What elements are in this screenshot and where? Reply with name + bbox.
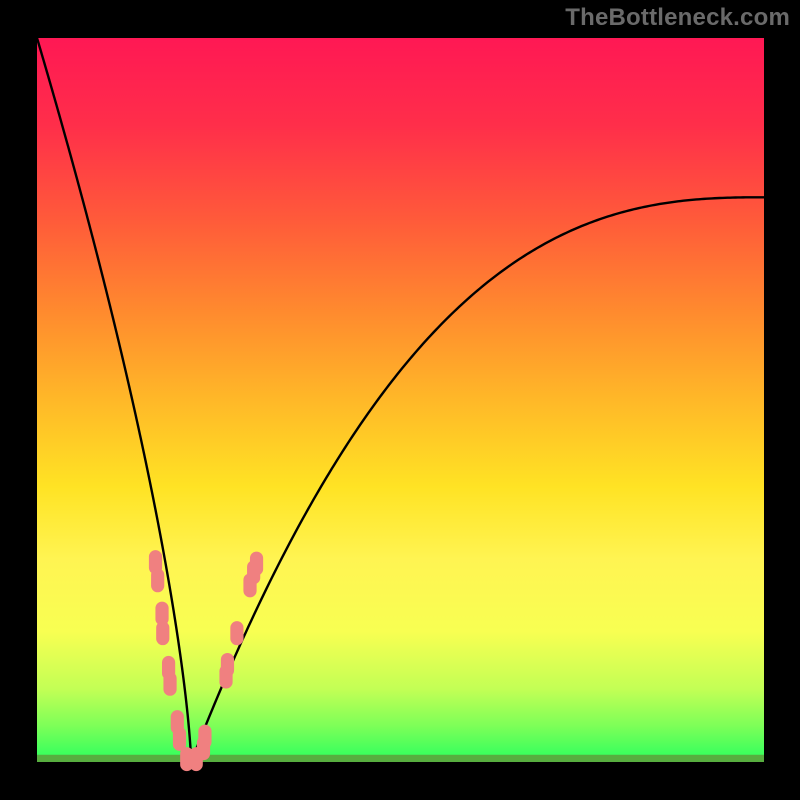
marker-left: [156, 621, 169, 645]
marker-right: [250, 552, 263, 576]
marker-left: [173, 727, 186, 751]
marker-left: [151, 568, 164, 592]
marker-right: [198, 725, 211, 749]
plot-background: [37, 38, 764, 762]
chart-root: TheBottleneck.com: [0, 0, 800, 800]
marker-left: [163, 672, 176, 696]
marker-right: [221, 653, 234, 677]
bottleneck-chart: [0, 0, 800, 800]
axis-band: [37, 755, 764, 762]
marker-right: [230, 621, 243, 645]
marker-bottom: [190, 747, 203, 771]
